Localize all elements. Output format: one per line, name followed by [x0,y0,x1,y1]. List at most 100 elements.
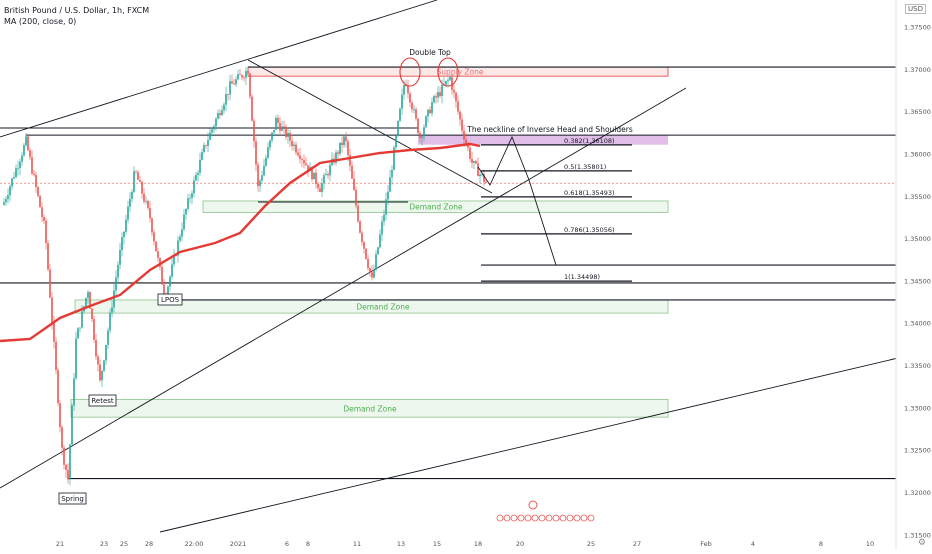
event-marker[interactable] [545,514,553,522]
trend-line[interactable] [0,87,687,489]
candle-body [201,151,203,160]
candle-body [343,136,345,146]
x-tick-label: 2021 [230,540,247,548]
candle-body [455,92,457,102]
demand-zone[interactable] [202,200,669,213]
event-marker[interactable] [510,514,518,522]
candle-body [429,109,431,114]
candle-body [37,187,39,196]
candle-body [251,96,253,121]
candle-body [75,338,77,379]
candle-body [415,109,417,119]
event-marker[interactable] [566,514,574,522]
neckline-zone[interactable] [418,135,668,145]
event-marker[interactable] [587,514,595,522]
candle-body [485,182,487,183]
candle-body [399,108,401,121]
candle-body [317,183,319,189]
candle-body [241,75,243,78]
candle-body [469,147,471,160]
candle-body [23,145,25,156]
candle-body [195,174,197,181]
candle-body [353,178,355,191]
candle-body [427,109,429,117]
y-tick-label: 1.36000 [904,151,931,159]
candle-body [335,152,337,163]
candle-body [95,339,97,357]
candle-body [197,172,199,175]
candle-body [387,191,389,200]
candle-body [337,152,339,154]
candle-body [35,174,37,188]
candle-body [423,127,425,137]
x-tick-label: 21 [56,540,64,548]
candle-body [141,181,143,194]
candle-body [365,248,367,259]
projection-path[interactable] [477,135,557,266]
demand-zone[interactable] [70,398,669,418]
candle-body [397,120,399,136]
event-marker[interactable] [559,514,567,522]
retest-label-box[interactable] [88,394,117,407]
candle-body [169,276,171,287]
event-marker[interactable] [538,514,546,522]
gear-icon[interactable]: ⚙ [917,538,926,548]
candle-body [223,104,225,111]
trend-line[interactable] [247,59,493,194]
spring-label-box[interactable] [58,492,87,505]
event-marker[interactable] [503,514,511,522]
candle-body [177,240,179,256]
candle-body [115,277,117,291]
demand-zone-label: Demand Zone [356,303,410,312]
candle-body [3,202,5,205]
event-marker[interactable] [552,514,560,522]
candle-body [227,94,229,95]
lpos-label: LPOS [161,296,180,304]
candle-body [209,132,211,140]
event-marker[interactable] [580,514,588,522]
x-tick-label: 11 [353,540,361,548]
candle-body [379,234,381,248]
candle-body [301,159,303,160]
y-tick-label: 1.36500 [904,108,931,116]
currency-badge[interactable]: USD [905,4,926,14]
x-tick-label: 4 [751,540,755,548]
event-marker[interactable] [517,514,525,522]
candle-body [349,155,351,166]
candle-body [413,109,415,111]
x-tick-label: 13 [397,540,405,548]
price-axis[interactable] [896,0,932,550]
candle-body [99,364,101,381]
x-tick-label: 6 [285,540,289,548]
candle-body [217,113,219,119]
candle-body [5,199,7,203]
candle-body [381,221,383,235]
double-top-circle[interactable] [399,57,421,87]
candle-body [229,81,231,95]
trend-line[interactable] [0,0,438,138]
candle-body [107,330,109,345]
candle-body [263,165,265,176]
candle-body [439,92,441,97]
candle-body [121,237,123,251]
event-marker[interactable] [573,514,581,522]
event-marker[interactable] [496,514,504,522]
double-top-circle[interactable] [437,57,459,87]
ma-line[interactable] [0,142,481,343]
candle-body [181,229,183,237]
spring-label: Spring [61,495,84,503]
candle-body [409,93,411,103]
event-marker[interactable] [528,500,538,510]
trend-line[interactable] [159,349,932,533]
candle-body [437,92,439,98]
event-marker[interactable] [531,514,539,522]
candle-body [235,79,237,85]
indicator-label: MA (200, close, 0) [4,17,77,26]
candle-body [89,292,91,309]
lpos-label-box[interactable] [157,293,183,306]
event-marker[interactable] [524,514,532,522]
candle-body [125,219,127,232]
x-tick-label: 10 [866,540,874,548]
